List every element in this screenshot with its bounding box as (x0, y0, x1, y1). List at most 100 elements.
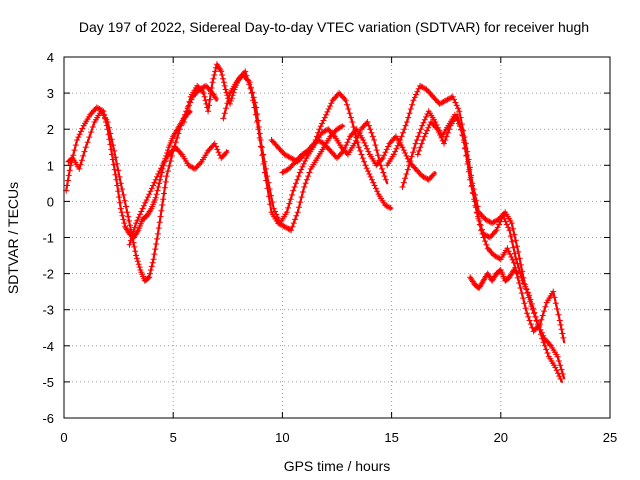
data-point (501, 215, 508, 222)
data-point (334, 126, 340, 133)
data-point (240, 72, 247, 79)
data-point (403, 119, 410, 125)
data-point (130, 228, 137, 235)
data-point (505, 224, 512, 231)
data-point (200, 90, 207, 97)
data-point (118, 209, 125, 216)
data-point (423, 113, 430, 120)
data-point (552, 300, 559, 307)
data-point (452, 99, 459, 106)
data-point (185, 103, 192, 110)
data-point (433, 124, 440, 131)
data-point (442, 137, 449, 143)
data-point (294, 176, 301, 183)
data-point (385, 143, 392, 150)
data-point (123, 203, 129, 210)
data-point (218, 68, 225, 75)
data-point (416, 129, 423, 136)
data-point (268, 192, 274, 199)
data-point (517, 285, 524, 291)
data-point (135, 214, 142, 221)
data-point (399, 184, 406, 190)
data-point (288, 227, 295, 234)
data-point (291, 160, 298, 167)
data-point (213, 143, 219, 150)
data-point (400, 147, 407, 154)
data-point (496, 255, 503, 262)
data-point (120, 216, 127, 223)
data-point (234, 77, 241, 84)
data-point (72, 142, 79, 149)
data-point (166, 163, 173, 169)
data-point (515, 248, 522, 255)
data-point (273, 211, 280, 218)
data-point (156, 219, 163, 226)
y-tick-label: -4 (42, 339, 54, 354)
data-point (410, 97, 417, 104)
data-point (114, 182, 121, 189)
data-point (269, 138, 276, 145)
data-point (503, 221, 510, 228)
data-point (221, 82, 228, 89)
data-point (476, 217, 483, 224)
data-point (199, 88, 206, 95)
chart-title: Day 197 of 2022, Sidereal Day-to-day VTE… (79, 19, 589, 35)
data-point (417, 144, 424, 151)
data-point (190, 165, 197, 172)
data-point (342, 97, 349, 104)
data-point (362, 142, 369, 149)
data-point (413, 167, 420, 174)
data-point (279, 148, 285, 155)
data-point (520, 295, 527, 302)
data-point (422, 130, 429, 137)
data-point (415, 168, 422, 175)
data-point (175, 130, 182, 137)
data-point (491, 218, 498, 225)
data-point (518, 290, 525, 297)
data-point (345, 106, 352, 112)
data-point (297, 199, 304, 206)
data-point (147, 267, 154, 273)
data-point (469, 189, 476, 196)
data-point (372, 142, 379, 149)
data-point (137, 211, 143, 218)
data-point (363, 165, 370, 172)
data-point (286, 165, 292, 172)
data-point (546, 341, 553, 348)
data-point (507, 233, 514, 240)
data-point (366, 171, 373, 177)
data-point (411, 164, 418, 171)
data-point (351, 140, 358, 147)
data-point (509, 238, 516, 245)
data-point (371, 182, 378, 189)
data-point (405, 114, 412, 121)
data-point (496, 221, 503, 228)
data-point (81, 148, 88, 155)
data-point (430, 121, 437, 128)
data-point (557, 321, 564, 328)
data-point (222, 150, 229, 157)
data-point (152, 194, 159, 201)
data-point (400, 179, 407, 186)
data-point (387, 139, 394, 146)
data-point (434, 126, 441, 133)
data-point (492, 253, 499, 260)
data-point (142, 199, 149, 206)
data-point (505, 248, 512, 255)
data-point (381, 152, 388, 159)
data-point (202, 97, 209, 104)
data-point (420, 173, 427, 180)
data-point (147, 270, 153, 277)
data-point (504, 245, 511, 252)
data-point (429, 172, 436, 179)
data-point (79, 125, 86, 132)
data-point (152, 246, 159, 253)
data-point (76, 165, 83, 172)
data-point (455, 116, 462, 123)
data-point (358, 151, 365, 158)
data-point (169, 147, 176, 154)
data-point (165, 168, 171, 175)
data-point (338, 144, 345, 151)
data-point (292, 216, 299, 223)
data-point (241, 73, 248, 80)
